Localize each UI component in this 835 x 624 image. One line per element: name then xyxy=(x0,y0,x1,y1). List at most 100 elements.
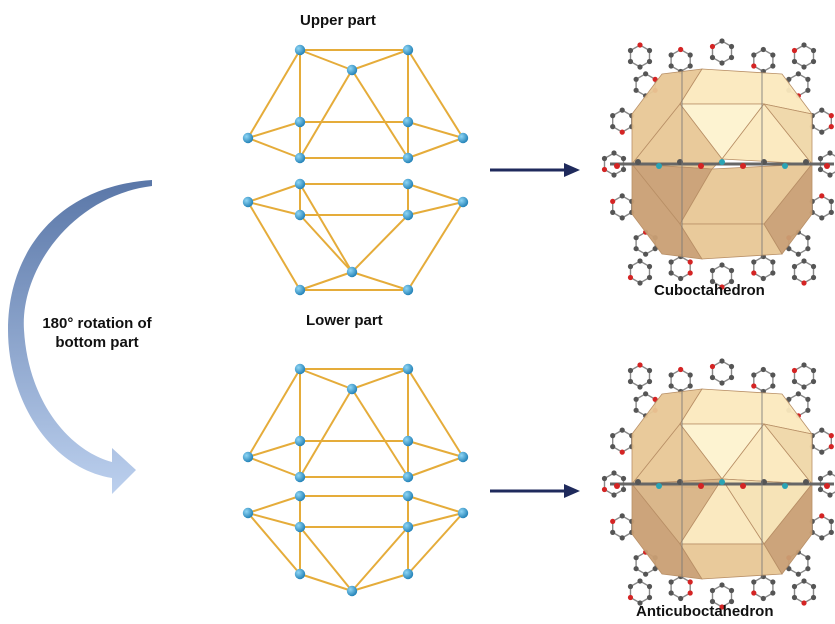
atom xyxy=(801,362,807,368)
atom xyxy=(803,479,809,485)
linker-ring xyxy=(711,40,733,64)
atom xyxy=(619,129,625,135)
polyhedron-face xyxy=(762,423,813,486)
metal-node xyxy=(294,44,306,56)
atom xyxy=(643,391,649,397)
atom xyxy=(805,235,811,241)
wire-edge xyxy=(299,368,353,390)
arrow-to-cuboctahedron xyxy=(490,163,580,177)
atom xyxy=(646,378,653,385)
wire-edge xyxy=(407,456,464,478)
lower-part-wireframe xyxy=(242,178,469,296)
wire-edge xyxy=(247,49,301,139)
wire-edge xyxy=(407,49,464,139)
atom xyxy=(698,163,704,169)
atom xyxy=(791,274,798,281)
atom xyxy=(751,259,757,265)
upper-part-label: Upper part xyxy=(300,12,376,29)
atom xyxy=(719,582,725,588)
wire-edge xyxy=(247,201,301,291)
rotation-label: 180° rotation of bottom part xyxy=(12,314,182,352)
atom xyxy=(619,513,625,519)
atom xyxy=(828,444,834,450)
atom xyxy=(656,163,662,169)
atom xyxy=(652,76,658,82)
atom xyxy=(828,198,834,204)
atom xyxy=(786,566,792,572)
atom xyxy=(751,579,757,585)
wire-edge xyxy=(299,214,353,273)
linker-ring xyxy=(753,255,774,280)
metal-node xyxy=(294,116,306,128)
linker-ring xyxy=(629,260,651,284)
atom xyxy=(801,280,807,286)
linker-ring xyxy=(629,364,651,388)
linker-ring xyxy=(811,515,832,539)
linker-ring xyxy=(670,575,691,600)
linker-ring xyxy=(670,255,691,280)
linker-ring xyxy=(612,195,633,219)
atom xyxy=(687,590,693,596)
linker-ring xyxy=(793,44,815,68)
atom xyxy=(824,483,830,489)
metal-node xyxy=(242,132,254,144)
atom xyxy=(805,76,811,82)
atom xyxy=(619,107,625,113)
atom xyxy=(728,54,735,61)
wire-edge xyxy=(247,440,301,458)
atom xyxy=(828,433,834,439)
atom xyxy=(619,535,625,541)
metal-node xyxy=(402,44,414,56)
metal-node xyxy=(457,196,469,208)
metal-node xyxy=(294,471,306,483)
atom xyxy=(668,52,674,58)
metal-node xyxy=(346,585,358,597)
atom xyxy=(728,278,735,285)
metal-node xyxy=(294,284,306,296)
wire-edge xyxy=(407,121,464,139)
atom xyxy=(810,263,817,270)
atom xyxy=(635,159,641,165)
atom xyxy=(610,124,616,130)
wire-edge xyxy=(247,512,301,528)
wire-edge xyxy=(407,512,464,575)
atom xyxy=(770,579,776,585)
atom xyxy=(652,396,658,402)
atom xyxy=(633,87,639,93)
wire-edge xyxy=(247,201,301,216)
atom xyxy=(770,270,776,276)
atom xyxy=(805,407,811,413)
atom xyxy=(619,215,625,221)
atom xyxy=(728,374,735,381)
atom xyxy=(801,384,807,390)
metal-node xyxy=(242,507,254,519)
atom xyxy=(601,486,608,493)
metal-node xyxy=(294,568,306,580)
atom xyxy=(760,46,766,53)
wire-edge xyxy=(247,121,301,139)
wire-edge xyxy=(407,183,464,203)
linker-ring xyxy=(629,44,651,68)
atom xyxy=(751,270,757,276)
atom xyxy=(728,363,735,370)
wire-edge xyxy=(407,440,464,458)
wire-edge xyxy=(299,183,353,273)
atom xyxy=(828,529,834,535)
atom xyxy=(801,258,807,264)
atom xyxy=(610,529,616,535)
atom xyxy=(801,600,807,606)
wire-edge xyxy=(247,183,301,203)
wire-edge xyxy=(351,573,409,592)
atom xyxy=(719,38,725,44)
atom xyxy=(828,113,834,119)
upper-part-wireframe xyxy=(242,44,469,164)
rotated-upper-part-wireframe xyxy=(242,363,469,483)
atom xyxy=(627,263,634,270)
atom xyxy=(614,163,620,169)
atom xyxy=(646,274,653,281)
atom xyxy=(819,427,825,433)
metal-node xyxy=(402,209,414,221)
metal-node xyxy=(402,178,414,190)
atom xyxy=(668,383,674,389)
